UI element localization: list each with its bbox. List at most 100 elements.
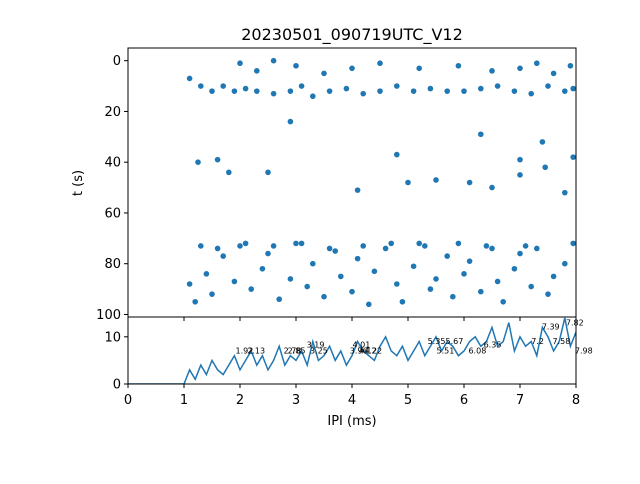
scatter-point bbox=[259, 265, 266, 272]
scatter-point bbox=[287, 276, 294, 282]
axes-frame bbox=[127, 316, 577, 385]
scatter-point bbox=[489, 245, 495, 252]
scatter-point bbox=[542, 164, 548, 171]
annotation: 3.96 bbox=[350, 346, 368, 355]
annotation: 6.35 bbox=[484, 341, 502, 350]
scatter-point bbox=[192, 298, 198, 305]
annotation: 2.85 bbox=[288, 346, 306, 355]
scatter-point bbox=[231, 88, 238, 94]
annotation: 7.58 bbox=[552, 337, 570, 346]
scatter-point bbox=[214, 245, 221, 252]
scatter-point bbox=[466, 179, 473, 186]
scatter-point bbox=[545, 83, 551, 89]
scatter-point bbox=[203, 271, 210, 277]
scatter-point bbox=[253, 88, 260, 94]
scatter-point bbox=[489, 68, 495, 74]
scatter-point bbox=[377, 60, 383, 67]
scatter-point bbox=[220, 83, 226, 89]
scatter-point bbox=[416, 65, 423, 72]
scatter-point bbox=[489, 184, 495, 191]
y-tick-label: 20 bbox=[104, 105, 121, 120]
annotation: 7.2 bbox=[531, 337, 544, 346]
scatter-point bbox=[444, 88, 451, 94]
scatter-point bbox=[399, 298, 406, 305]
scatter-point bbox=[405, 179, 411, 186]
scatter-point bbox=[494, 278, 501, 285]
annotation: 7.39 bbox=[542, 323, 560, 332]
scatter-point bbox=[310, 93, 316, 100]
scatter-point bbox=[388, 240, 395, 247]
x-tick-label: 7 bbox=[516, 393, 524, 408]
scatter-point bbox=[511, 88, 518, 94]
scatter-point bbox=[349, 65, 355, 72]
scatter-point bbox=[427, 286, 434, 292]
annotation: 2.78 bbox=[284, 346, 302, 355]
scatter-point bbox=[343, 85, 350, 92]
x-axis-label: IPI (ms) bbox=[327, 414, 376, 429]
annotation: 4.01 bbox=[353, 341, 371, 350]
scatter-point bbox=[466, 258, 473, 264]
scatter-point bbox=[360, 243, 367, 249]
scatter-point bbox=[394, 151, 400, 158]
scatter-point bbox=[410, 263, 417, 270]
scatter-point bbox=[186, 281, 193, 287]
scatter-point bbox=[209, 88, 215, 94]
scatter-point bbox=[248, 286, 254, 292]
scatter-point bbox=[562, 88, 568, 94]
scatter-point bbox=[298, 83, 305, 89]
annotation: 1.92 bbox=[236, 346, 254, 355]
x-tick-label: 3 bbox=[292, 393, 300, 408]
scatter-point bbox=[354, 187, 361, 193]
scatter-point bbox=[461, 88, 467, 94]
scatter-point bbox=[517, 156, 523, 163]
scatter-point bbox=[483, 243, 490, 249]
scatter-point bbox=[276, 296, 283, 303]
scatter-point bbox=[517, 65, 523, 72]
scatter-point bbox=[427, 85, 434, 92]
scatter-point bbox=[433, 177, 439, 183]
scatter-point bbox=[455, 240, 462, 247]
scatter-point bbox=[494, 83, 501, 89]
scatter-point bbox=[270, 57, 277, 64]
scatter-point bbox=[186, 75, 193, 82]
y-tick-label: 0 bbox=[113, 378, 121, 393]
annotation: 6.08 bbox=[468, 346, 486, 355]
scatter-point bbox=[444, 253, 451, 259]
annotation: 7.98 bbox=[575, 346, 593, 355]
scatter-point bbox=[220, 253, 226, 259]
annotation: 4.22 bbox=[364, 346, 382, 355]
scatter-point bbox=[433, 276, 439, 282]
scatter-point bbox=[377, 88, 383, 94]
scatter-point bbox=[570, 85, 576, 92]
scatter-point bbox=[293, 240, 299, 247]
y-tick-label: 10 bbox=[104, 330, 121, 345]
scatter-point bbox=[338, 273, 344, 280]
scatter-point bbox=[349, 288, 355, 295]
scatter-point bbox=[416, 240, 423, 247]
scatter-point bbox=[478, 85, 484, 92]
scatter-point bbox=[214, 156, 221, 163]
scatter-point bbox=[226, 169, 232, 176]
y-tick-label: 100 bbox=[96, 308, 121, 323]
scatter-point bbox=[394, 83, 400, 89]
scatter-point bbox=[550, 273, 557, 280]
annotation: 5.35 bbox=[428, 337, 446, 346]
scatter-point bbox=[570, 240, 576, 247]
scatter-point bbox=[455, 62, 462, 69]
scatter-point bbox=[517, 172, 523, 178]
scatter-point bbox=[394, 281, 400, 287]
scatter-point bbox=[528, 283, 534, 290]
scatter-point bbox=[354, 255, 361, 262]
scatter-point bbox=[242, 85, 249, 92]
scatter-point bbox=[270, 90, 277, 97]
scatter-point bbox=[332, 248, 339, 254]
scatter-point bbox=[360, 90, 367, 97]
scatter-point bbox=[382, 245, 389, 252]
scatter-point bbox=[522, 243, 529, 249]
scatter-point bbox=[270, 243, 277, 249]
y-tick-label: 80 bbox=[104, 257, 121, 272]
annotation: 5.67 bbox=[446, 337, 464, 346]
scatter-point bbox=[209, 291, 215, 297]
scatter-point bbox=[287, 88, 294, 94]
scatter-point bbox=[570, 154, 576, 160]
